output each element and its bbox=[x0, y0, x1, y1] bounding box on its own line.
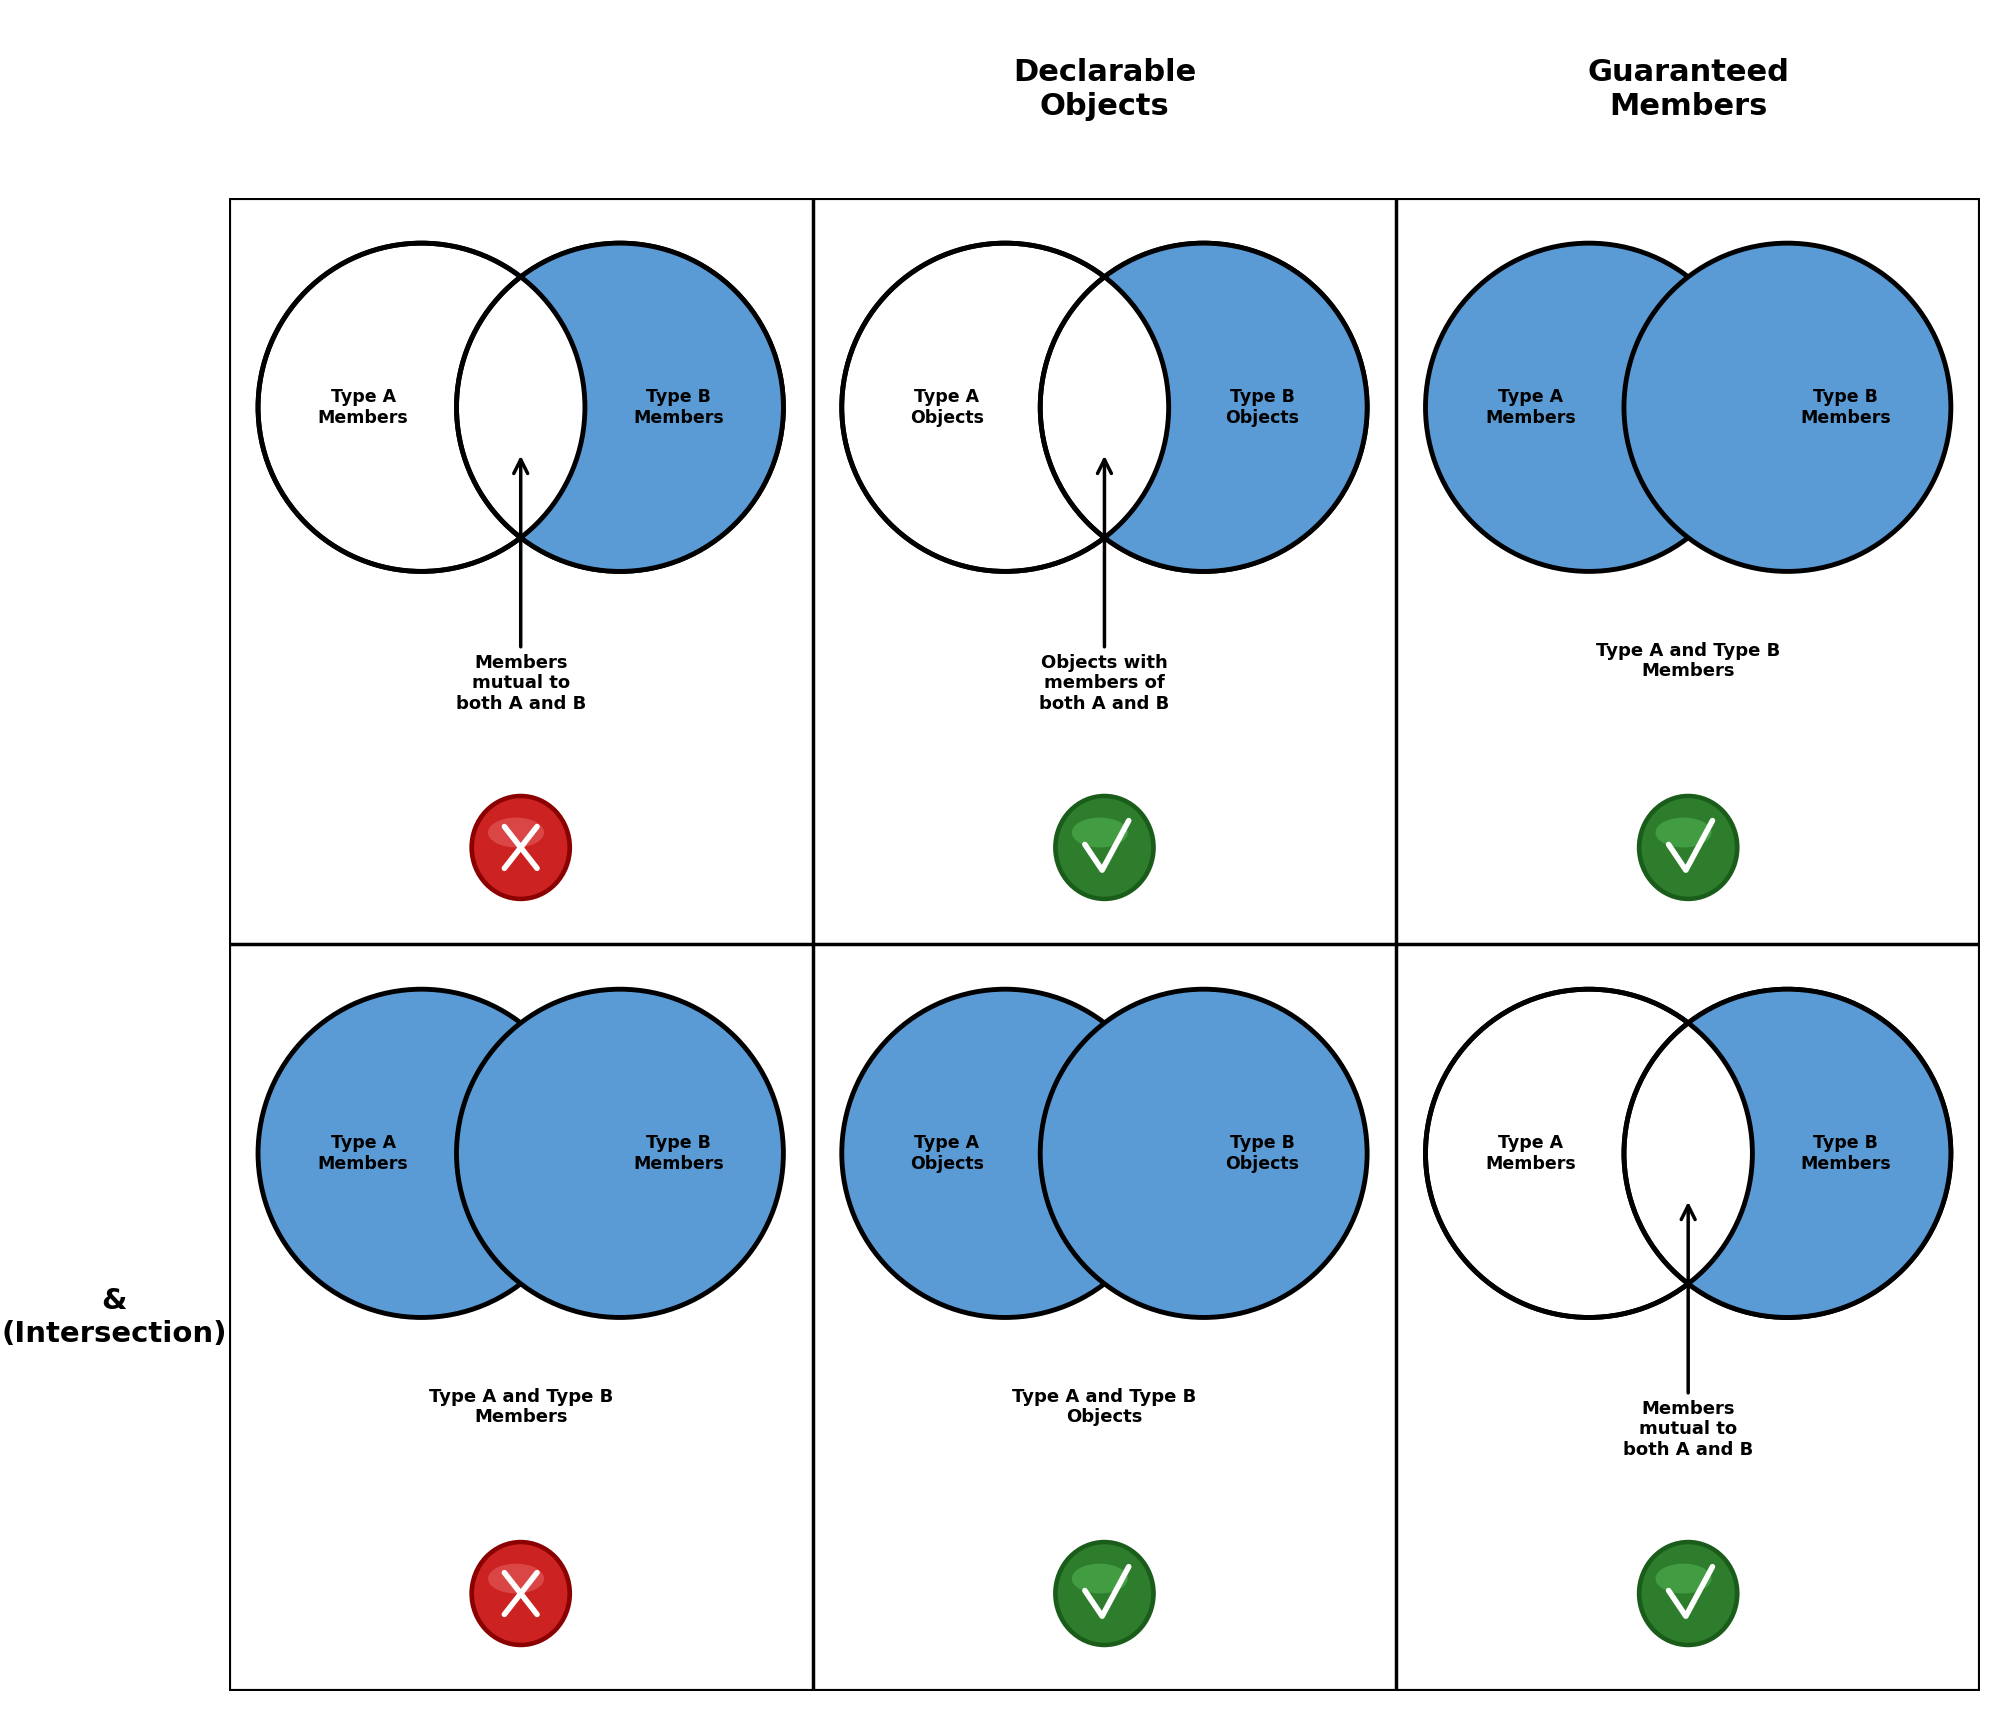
Ellipse shape bbox=[1637, 1540, 1738, 1647]
Ellipse shape bbox=[473, 1544, 567, 1642]
Text: Members
mutual to
both A and B: Members mutual to both A and B bbox=[1623, 1399, 1752, 1459]
Text: Type A and Type B
Members: Type A and Type B Members bbox=[1595, 642, 1780, 680]
Ellipse shape bbox=[1072, 1563, 1128, 1594]
Ellipse shape bbox=[1623, 243, 1949, 571]
Ellipse shape bbox=[1424, 243, 1752, 571]
Polygon shape bbox=[1687, 988, 1949, 1318]
Ellipse shape bbox=[1655, 1563, 1711, 1594]
Ellipse shape bbox=[259, 243, 585, 571]
Ellipse shape bbox=[841, 988, 1168, 1318]
Ellipse shape bbox=[455, 988, 784, 1318]
Ellipse shape bbox=[473, 799, 567, 897]
Ellipse shape bbox=[487, 1563, 543, 1594]
Text: Type A and Type B
Members: Type A and Type B Members bbox=[428, 1387, 613, 1427]
Text: Type B
Objects: Type B Objects bbox=[1225, 388, 1299, 426]
Ellipse shape bbox=[469, 794, 571, 900]
Ellipse shape bbox=[1655, 818, 1711, 847]
Ellipse shape bbox=[1040, 243, 1366, 571]
Ellipse shape bbox=[1623, 988, 1949, 1318]
Text: Type A
Members: Type A Members bbox=[1484, 388, 1575, 426]
Ellipse shape bbox=[1052, 1540, 1156, 1647]
Text: Type A and Type B
Objects: Type A and Type B Objects bbox=[1012, 1387, 1195, 1427]
Ellipse shape bbox=[1072, 818, 1128, 847]
Ellipse shape bbox=[1058, 799, 1150, 897]
Ellipse shape bbox=[1641, 799, 1734, 897]
Text: Type B
Members: Type B Members bbox=[633, 388, 724, 426]
Text: Members
mutual to
both A and B: Members mutual to both A and B bbox=[455, 654, 585, 712]
Ellipse shape bbox=[1058, 1544, 1150, 1642]
Text: Objects with
members of
both A and B: Objects with members of both A and B bbox=[1038, 654, 1170, 712]
Text: Type A
Members: Type A Members bbox=[1484, 1133, 1575, 1173]
Ellipse shape bbox=[1424, 988, 1752, 1318]
Text: Type A
Members: Type A Members bbox=[318, 388, 408, 426]
Ellipse shape bbox=[1052, 794, 1156, 900]
Text: Type A
Objects: Type A Objects bbox=[909, 1133, 983, 1173]
Ellipse shape bbox=[841, 243, 1168, 571]
Ellipse shape bbox=[259, 988, 585, 1318]
Text: Type A
Members: Type A Members bbox=[318, 1133, 408, 1173]
Text: &
(Intersection): & (Intersection) bbox=[2, 1287, 227, 1347]
Text: Type B
Objects: Type B Objects bbox=[1225, 1133, 1299, 1173]
Polygon shape bbox=[521, 243, 784, 571]
Text: Type B
Members: Type B Members bbox=[1800, 388, 1890, 426]
Ellipse shape bbox=[469, 1540, 571, 1647]
Ellipse shape bbox=[1641, 1544, 1734, 1642]
Text: Guaranteed
Members: Guaranteed Members bbox=[1587, 59, 1788, 121]
Text: Type A
Objects: Type A Objects bbox=[909, 388, 983, 426]
Ellipse shape bbox=[1637, 794, 1738, 900]
Ellipse shape bbox=[487, 818, 543, 847]
Ellipse shape bbox=[1040, 988, 1366, 1318]
Polygon shape bbox=[1104, 243, 1366, 571]
Text: Declarable
Objects: Declarable Objects bbox=[1012, 59, 1195, 121]
Text: Type B
Members: Type B Members bbox=[1800, 1133, 1890, 1173]
Text: Type B
Members: Type B Members bbox=[633, 1133, 724, 1173]
Ellipse shape bbox=[455, 243, 784, 571]
